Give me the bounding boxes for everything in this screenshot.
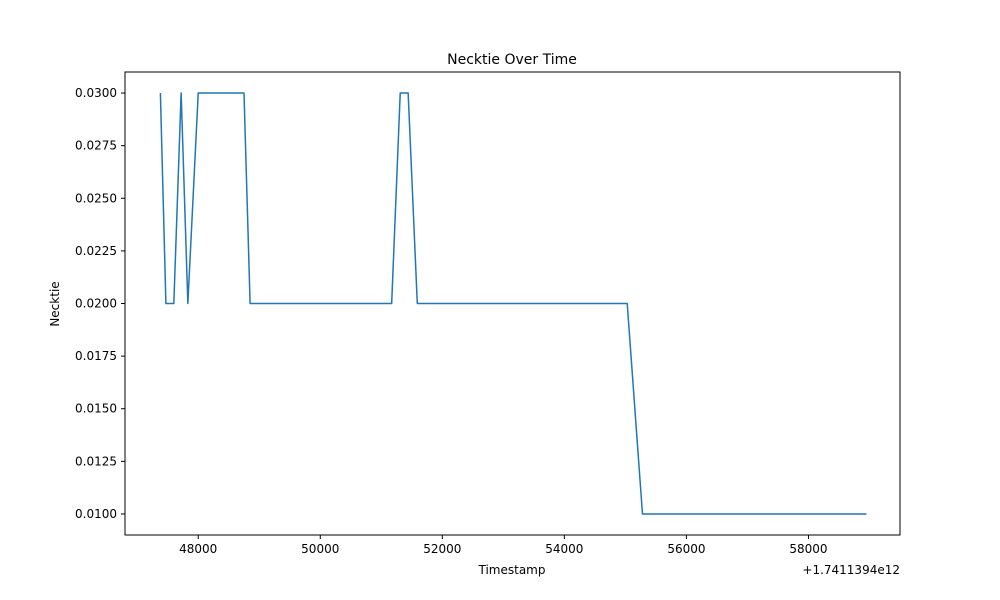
y-tick-label: 0.0175: [75, 349, 117, 363]
y-tick-label: 0.0300: [75, 86, 117, 100]
x-tick-label: 54000: [545, 542, 583, 556]
chart-title: Necktie Over Time: [447, 52, 577, 68]
x-tick-label: 48000: [179, 542, 217, 556]
y-tick-label: 0.0225: [75, 244, 117, 258]
x-axis-ticks: 48000 50000 52000 54000 56000 58000: [179, 535, 828, 556]
y-tick-label: 0.0275: [75, 139, 117, 153]
y-tick-label: 0.0150: [75, 402, 117, 416]
y-axis-ticks: 0.0100 0.0125 0.0150 0.0175 0.0200 0.0225 0.02…: [75, 86, 125, 521]
y-tick-label: 0.0100: [75, 507, 117, 521]
plot-area: [159, 92, 867, 515]
x-tick-label: 58000: [789, 542, 827, 556]
x-tick-label: 52000: [423, 542, 461, 556]
y-tick-label: 0.0250: [75, 191, 117, 205]
y-axis-label: Necktie: [48, 281, 62, 326]
x-axis-offset-label: +1.7411394e12: [802, 563, 900, 577]
y-tick-label: 0.0125: [75, 454, 117, 468]
x-axis-label: Timestamp: [478, 563, 546, 577]
y-tick-label: 0.0200: [75, 297, 117, 311]
x-tick-label: 50000: [301, 542, 339, 556]
x-tick-label: 56000: [667, 542, 705, 556]
plot-frame: [124, 71, 901, 536]
series-line: [159, 92, 867, 515]
